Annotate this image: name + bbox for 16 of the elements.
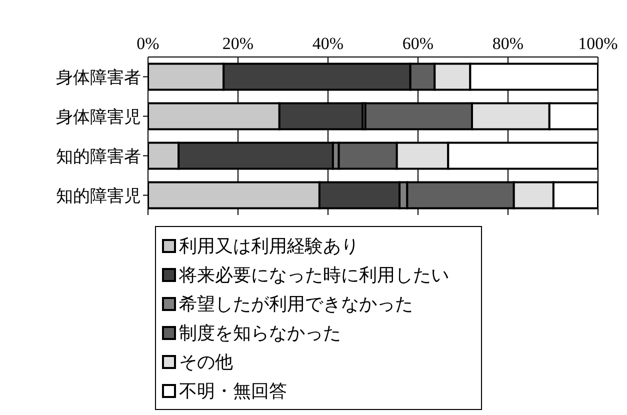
x-tick-label: 80% [492,34,524,53]
x-tick-label: 20% [222,34,254,53]
y-tick-label: 知的障害児 [56,186,141,206]
x-tick-label: 0% [136,34,160,53]
legend-label: 利用又は利用経験あり [179,234,359,258]
legend-label: その他 [179,350,233,374]
x-tick-label: 40% [312,34,344,53]
legend-label: 制度を知らなかった [179,322,341,344]
y-tick-label: 身体障害者 [56,68,141,87]
x-tick-label: 60% [402,34,434,53]
legend-label: 将来必要になった時に利用したい [179,264,449,286]
y-tick-label: 知的障害者 [56,146,141,166]
legend-label: 不明・無回答 [179,380,287,402]
x-tick-label: 100% [578,34,618,53]
legend-label: 希望したが利用できなかった [179,292,413,316]
y-tick-label: 身体障害児 [56,107,141,126]
